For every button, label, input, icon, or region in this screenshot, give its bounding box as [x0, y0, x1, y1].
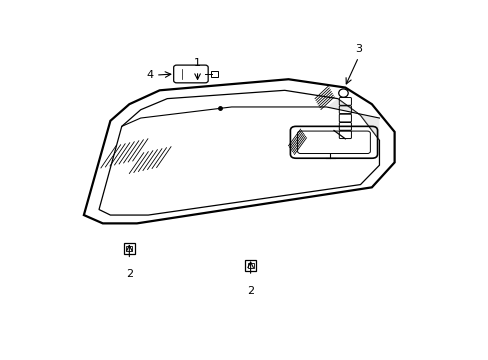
Bar: [211, 71, 218, 77]
Text: 2: 2: [125, 269, 133, 279]
Bar: [124, 243, 134, 254]
Text: 1: 1: [194, 58, 201, 68]
Bar: [245, 260, 255, 270]
Bar: [126, 247, 132, 251]
Polygon shape: [326, 99, 379, 140]
Text: 2: 2: [246, 286, 254, 296]
Text: 4: 4: [146, 70, 154, 80]
Bar: [247, 263, 253, 268]
Text: 3: 3: [354, 44, 362, 54]
